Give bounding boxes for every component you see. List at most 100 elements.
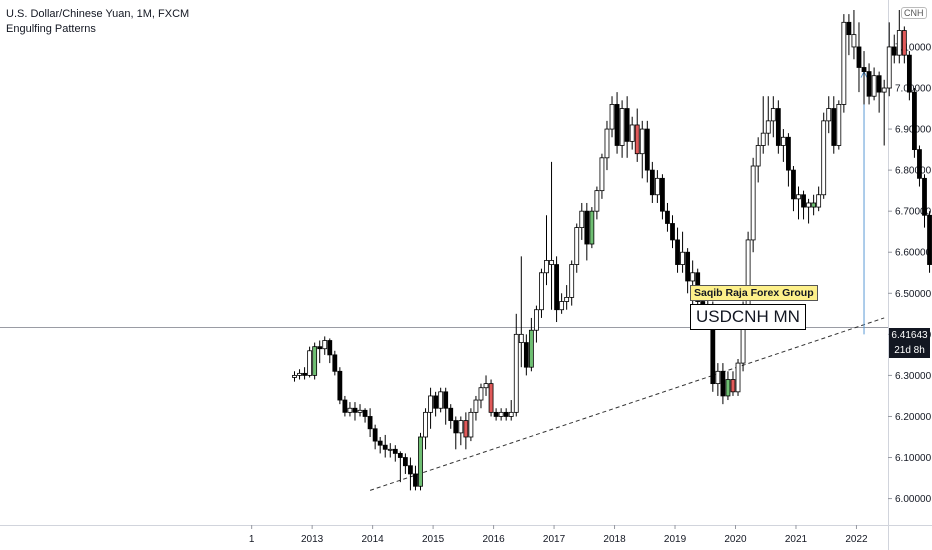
- x-tick-label: 2016: [482, 534, 505, 545]
- candle-body: [564, 296, 570, 302]
- candle-body: [806, 202, 811, 208]
- candle-body: [624, 108, 630, 142]
- candle-body: [574, 227, 580, 265]
- candle-body: [775, 108, 781, 146]
- candle-body: [362, 409, 368, 417]
- candle-body: [473, 399, 479, 413]
- x-tick-label: 2020: [724, 534, 747, 545]
- author-label: Saqib Raja Forex Group: [690, 285, 818, 301]
- candle-body: [322, 340, 328, 350]
- candle-body: [760, 132, 766, 146]
- candle-body: [725, 379, 731, 397]
- candle-body: [453, 420, 459, 434]
- candle-body: [498, 411, 504, 417]
- candle-body: [292, 375, 297, 378]
- candle-body: [680, 251, 685, 265]
- candle-body: [604, 128, 610, 159]
- candle-body: [493, 411, 499, 417]
- candle-body: [438, 391, 444, 409]
- candle-body: [619, 108, 625, 146]
- candle-body: [342, 399, 348, 413]
- candle-body: [488, 383, 494, 413]
- candle-body: [534, 309, 539, 331]
- candle-body: [367, 416, 373, 430]
- candle-body: [468, 411, 474, 438]
- candle-body: [886, 46, 892, 89]
- candle-body: [660, 177, 665, 212]
- candle-body: [634, 124, 640, 155]
- candle-body: [478, 387, 484, 401]
- candle-body: [554, 264, 559, 311]
- candle-body: [629, 124, 635, 142]
- candle-body: [317, 346, 323, 350]
- candle-body: [503, 411, 509, 417]
- y-tick-label: 6.20000: [895, 412, 932, 423]
- candle-body: [896, 30, 902, 56]
- candle-body: [801, 194, 806, 208]
- candle-body: [639, 128, 645, 155]
- candle-body: [750, 165, 756, 241]
- candle-body: [428, 395, 433, 413]
- candle-body: [589, 210, 595, 245]
- candle-body: [927, 214, 932, 265]
- candle-body: [528, 329, 534, 368]
- candle-body: [614, 104, 620, 146]
- y-tick-label: 6.50000: [895, 289, 932, 300]
- y-tick-label: 7.10000: [895, 42, 932, 53]
- candle-body: [730, 379, 736, 393]
- candle-body: [584, 210, 590, 245]
- candle-body: [599, 157, 605, 192]
- candle-body: [559, 301, 565, 311]
- candle-body: [382, 444, 388, 450]
- candle-body: [463, 420, 469, 438]
- candle-body: [881, 87, 887, 93]
- x-tick-label: 2019: [664, 534, 687, 545]
- candle-body: [649, 169, 655, 196]
- candle-body: [685, 251, 691, 282]
- candle-body: [372, 428, 378, 442]
- x-tick-label: 2022: [845, 534, 868, 545]
- candle-body: [392, 448, 398, 454]
- candle-body: [357, 409, 363, 413]
- candle-body: [347, 407, 353, 413]
- candle-body: [654, 177, 660, 196]
- candle-body: [720, 370, 726, 397]
- x-tick-label: 2018: [603, 534, 626, 545]
- candle-body: [765, 120, 771, 134]
- candle-body: [594, 190, 600, 212]
- candle-body: [841, 21, 847, 105]
- candle-body: [518, 333, 524, 343]
- x-tick-label: 2013: [301, 534, 324, 545]
- candle-body: [483, 383, 489, 389]
- last-price-tag: 6.41643: [889, 328, 930, 344]
- candle-body: [755, 145, 761, 167]
- candle-body: [715, 370, 721, 385]
- y-tick-label: 6.10000: [895, 453, 932, 464]
- candle-body: [332, 354, 338, 372]
- x-tick-label: 2017: [543, 534, 566, 545]
- candle-body: [523, 342, 529, 368]
- candle-body: [443, 391, 449, 409]
- candle-body: [377, 440, 383, 446]
- candle-body: [912, 91, 917, 150]
- symbol-badge[interactable]: CNH: [901, 7, 927, 19]
- y-tick-label: 6.30000: [895, 371, 932, 382]
- candle-body: [735, 362, 741, 393]
- y-tick-label: 6.70000: [895, 207, 932, 218]
- candle-body: [408, 465, 413, 475]
- candle-body: [836, 104, 842, 146]
- candle-body: [448, 407, 454, 421]
- candle-body: [786, 136, 791, 171]
- candle-body: [307, 350, 313, 376]
- x-tick-label: 2015: [422, 534, 445, 545]
- candle-body: [352, 407, 358, 413]
- candle-body: [297, 372, 302, 376]
- candle-body: [901, 30, 907, 56]
- candle-body: [423, 411, 428, 438]
- candle-body: [387, 448, 393, 451]
- candle-body: [866, 71, 872, 97]
- candle-body: [922, 177, 927, 216]
- candle-body: [539, 272, 544, 311]
